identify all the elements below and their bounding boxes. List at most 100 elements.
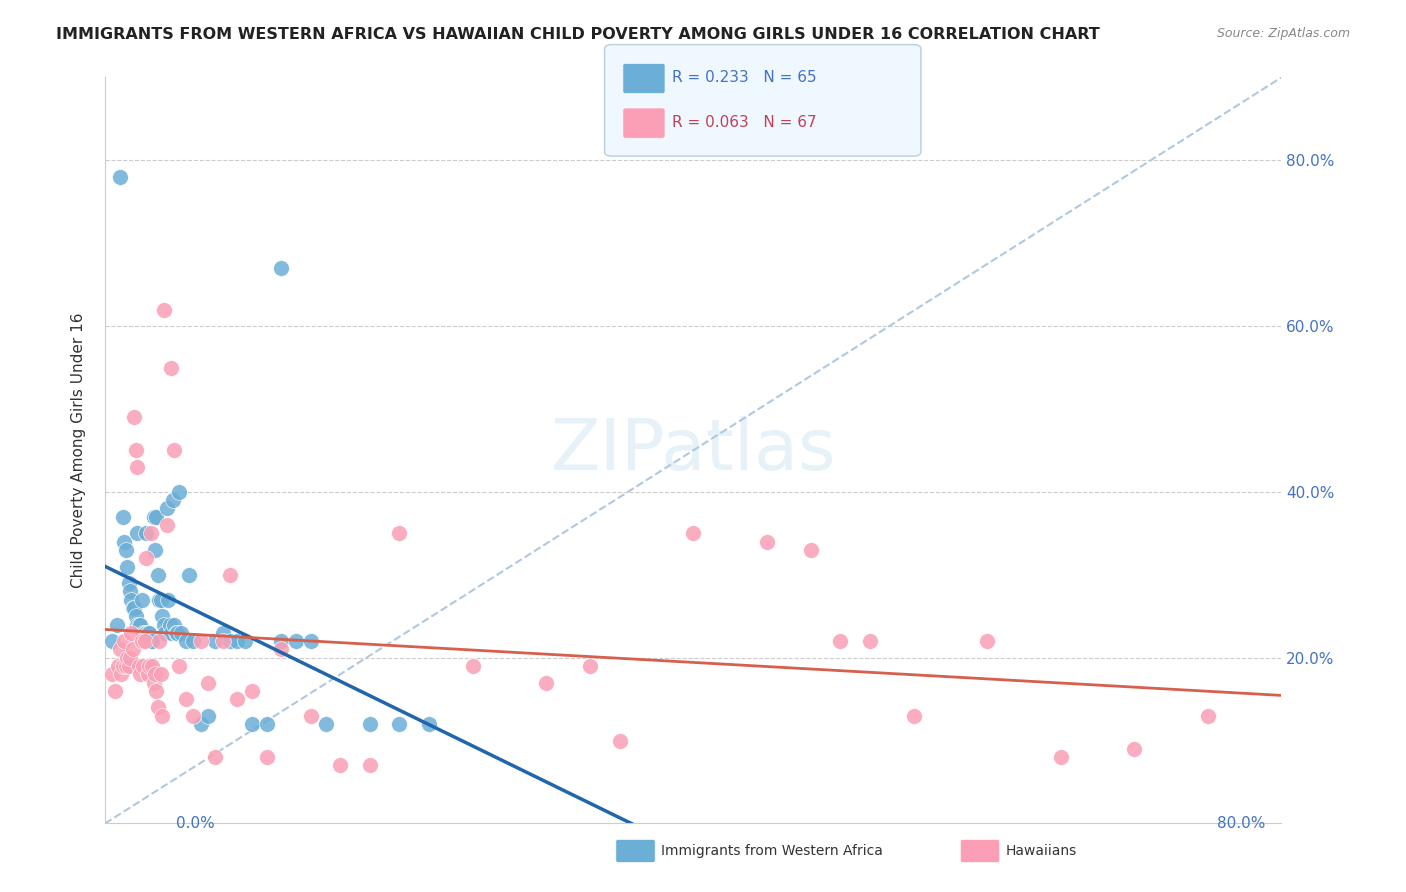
Point [204, 750, 226, 764]
Point [155, 625, 177, 640]
Point [136, 625, 159, 640]
Point [117, 659, 139, 673]
Point [388, 717, 411, 731]
Point [160, 360, 183, 375]
Point [115, 650, 138, 665]
Point [127, 460, 149, 475]
Point [219, 567, 242, 582]
Point [118, 650, 141, 665]
Point [105, 617, 128, 632]
Point [135, 526, 157, 541]
Point [129, 617, 152, 632]
Point [136, 667, 159, 681]
Point [830, 634, 852, 648]
Point [135, 625, 157, 640]
Point [135, 551, 157, 566]
Point [110, 667, 132, 681]
Text: 80.0%: 80.0% [1218, 816, 1265, 831]
Point [233, 634, 256, 648]
Point [197, 708, 219, 723]
Point [134, 625, 156, 640]
Point [162, 493, 184, 508]
Point [609, 733, 631, 747]
Point [128, 659, 150, 673]
Point [122, 642, 145, 657]
Text: IMMIGRANTS FROM WESTERN AFRICA VS HAWAIIAN CHILD POVERTY AMONG GIRLS UNDER 16 CO: IMMIGRANTS FROM WESTERN AFRICA VS HAWAII… [56, 27, 1099, 42]
Point [125, 609, 148, 624]
Point [1197, 708, 1219, 723]
Point [139, 634, 162, 648]
Point [156, 518, 179, 533]
Point [101, 634, 124, 648]
Point [181, 634, 204, 648]
Y-axis label: Child Poverty Among Girls Under 16: Child Poverty Among Girls Under 16 [72, 313, 86, 588]
Point [139, 526, 162, 541]
Point [141, 659, 163, 673]
Point [160, 625, 183, 640]
Point [153, 302, 176, 317]
Point [131, 592, 153, 607]
Point [181, 708, 204, 723]
Point [150, 609, 173, 624]
Point [107, 659, 129, 673]
Text: Hawaiians: Hawaiians [1005, 844, 1077, 858]
Point [129, 667, 152, 681]
Point [240, 683, 263, 698]
Point [134, 634, 156, 648]
Point [138, 625, 160, 640]
Point [299, 634, 322, 648]
Point [1123, 742, 1146, 756]
Point [127, 526, 149, 541]
Point [800, 543, 823, 558]
Point [1049, 750, 1071, 764]
Text: R = 0.233   N = 65: R = 0.233 N = 65 [672, 70, 817, 85]
Point [755, 534, 778, 549]
Point [149, 592, 172, 607]
Point [124, 410, 146, 425]
Point [122, 601, 145, 615]
Point [101, 667, 124, 681]
Point [127, 617, 149, 632]
Point [174, 634, 197, 648]
Point [579, 659, 602, 673]
Point [299, 708, 322, 723]
Point [190, 717, 212, 731]
Point [146, 700, 169, 714]
Point [329, 758, 352, 772]
Point [174, 692, 197, 706]
Point [143, 667, 166, 681]
Point [211, 634, 233, 648]
Point [170, 625, 193, 640]
Point [148, 592, 170, 607]
Point [177, 567, 200, 582]
Text: ZIPatlas: ZIPatlas [550, 416, 837, 485]
Text: R = 0.063   N = 67: R = 0.063 N = 67 [672, 115, 817, 129]
Point [108, 169, 131, 184]
Point [115, 559, 138, 574]
Point [219, 634, 242, 648]
Point [118, 584, 141, 599]
Point [114, 543, 136, 558]
Point [226, 634, 249, 648]
Point [165, 625, 187, 640]
Point [359, 717, 381, 731]
Point [128, 617, 150, 632]
Point [359, 758, 381, 772]
Point [145, 683, 167, 698]
Point [150, 708, 173, 723]
Point [163, 617, 186, 632]
Point [149, 667, 172, 681]
Point [108, 642, 131, 657]
Point [143, 543, 166, 558]
Point [256, 717, 278, 731]
Point [190, 634, 212, 648]
Point [111, 509, 134, 524]
Point [132, 659, 155, 673]
Point [418, 717, 440, 731]
Point [112, 534, 135, 549]
Point [204, 634, 226, 648]
Point [211, 625, 233, 640]
Point [125, 443, 148, 458]
Point [534, 675, 557, 690]
Point [859, 634, 882, 648]
